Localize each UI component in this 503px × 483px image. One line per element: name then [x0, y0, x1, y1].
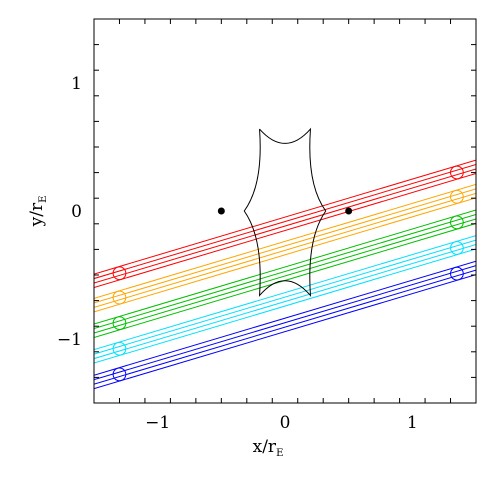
track-line: [94, 188, 476, 304]
x-axis-label-sub: E: [276, 448, 283, 459]
track-group: [94, 183, 476, 313]
source-circle: [450, 165, 464, 180]
track-line: [94, 159, 476, 275]
x-axis-label-main: x/r: [253, 437, 277, 457]
track-line: [94, 209, 476, 325]
track-line: [94, 274, 476, 390]
lens-point: [217, 207, 225, 215]
caustic-curve: [243, 127, 327, 297]
track-line: [94, 218, 476, 334]
y-axis-label-sub: E: [38, 196, 49, 203]
y-axis-label: y/rE: [27, 196, 49, 228]
source-circle: [450, 189, 464, 204]
track-line: [94, 269, 476, 385]
track-line: [94, 260, 476, 376]
tick-labels: −1 0 1 −1 0 1: [57, 74, 418, 433]
source-circle: [112, 266, 127, 281]
track-line: [94, 168, 476, 284]
lens-layer: [217, 207, 353, 215]
source-circle: [450, 266, 464, 281]
source-circle: [112, 290, 127, 305]
source-circle: [112, 316, 127, 331]
track-line: [94, 235, 476, 351]
source-tracks: [94, 159, 476, 390]
source-circle: [112, 367, 127, 382]
track-line: [94, 164, 476, 280]
y-tick-label: −1: [57, 330, 82, 350]
track-line: [94, 213, 476, 329]
x-tick-label: 1: [407, 413, 418, 433]
track-line: [94, 192, 476, 308]
track-group: [94, 235, 476, 364]
x-tick-label: 0: [280, 413, 291, 433]
track-line: [94, 244, 476, 360]
caustic-layer: [243, 127, 327, 297]
track-line: [94, 239, 476, 355]
x-tick-label: −1: [145, 413, 170, 433]
y-tick-label: 0: [71, 202, 82, 222]
track-line: [94, 197, 476, 313]
source-circle: [112, 341, 127, 356]
lens-point: [345, 207, 353, 215]
x-axis-label: x/rE: [253, 437, 284, 459]
plot-frame: [93, 18, 477, 404]
y-axis-label-main: y/r: [27, 202, 47, 227]
source-circle: [450, 215, 464, 230]
axis-ticks: [93, 18, 477, 404]
track-group: [94, 159, 476, 289]
track-group: [94, 260, 476, 390]
track-line: [94, 265, 476, 381]
track-line: [94, 248, 476, 364]
y-tick-label: 1: [71, 74, 82, 94]
track-line: [94, 183, 476, 299]
source-circle: [450, 241, 464, 255]
track-line: [94, 173, 476, 289]
